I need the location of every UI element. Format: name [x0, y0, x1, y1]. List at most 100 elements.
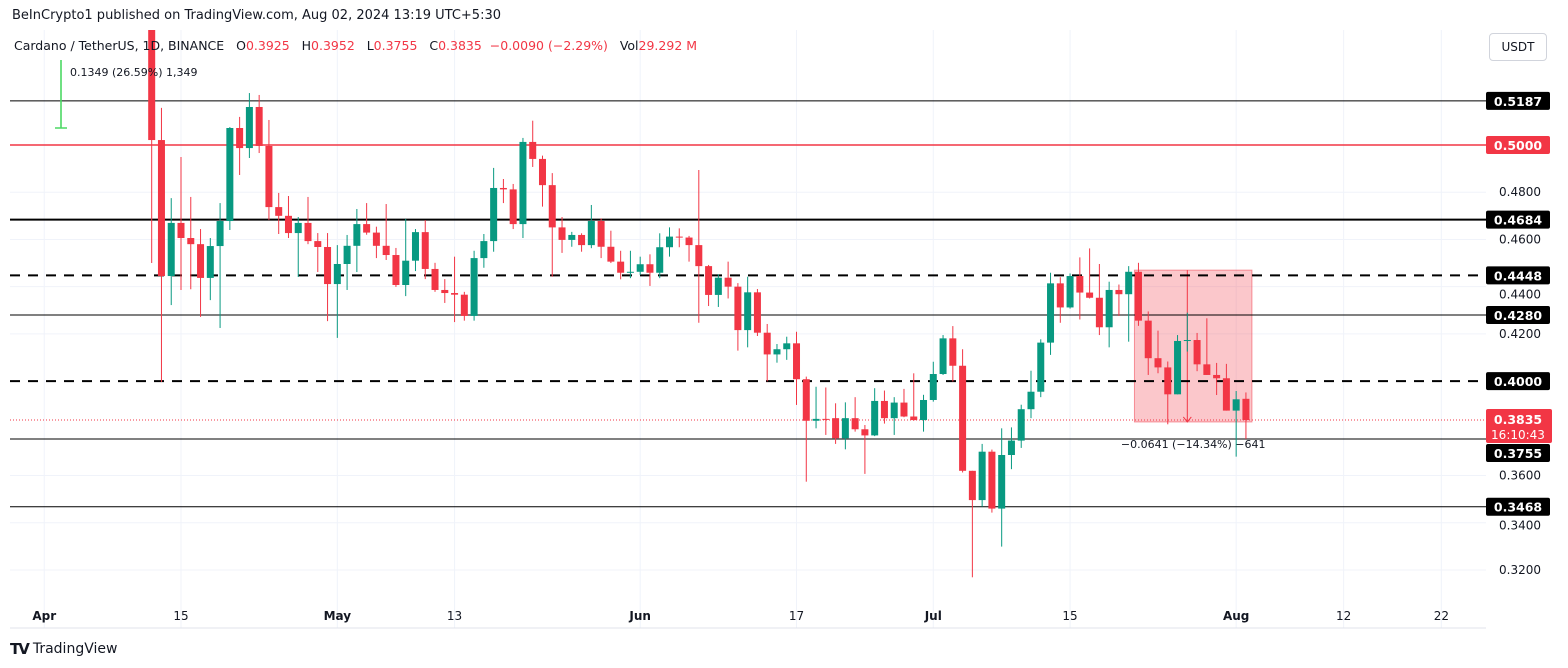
candle-body	[910, 416, 918, 421]
candle-body	[1222, 378, 1230, 411]
candle-2024-07-07	[988, 449, 996, 513]
candle-2024-05-29	[607, 230, 615, 264]
high-label: H	[301, 38, 312, 53]
candle-2024-06-21	[832, 403, 840, 444]
candle-2024-07-13	[1047, 272, 1055, 355]
candle-2024-04-16	[187, 196, 195, 290]
candle-2024-06-17	[793, 331, 801, 405]
candle-body	[578, 234, 586, 246]
candle-body	[490, 187, 498, 242]
candle-body	[968, 470, 976, 501]
candle-2024-04-24	[265, 119, 273, 221]
candle-2024-05-15	[470, 250, 478, 321]
candle-body	[275, 207, 283, 216]
candle-2024-04-15	[177, 157, 185, 290]
candle-body	[959, 365, 967, 471]
price-tick-label: 0.4600	[1499, 232, 1541, 246]
candle-2024-06-27	[890, 397, 898, 435]
candle-body	[236, 128, 244, 149]
time-tick-label: 15	[1062, 609, 1077, 623]
price-tick-label: 0.4800	[1499, 185, 1541, 199]
candle-body	[372, 232, 380, 246]
candle-body	[939, 338, 947, 375]
candle-2024-07-02	[939, 335, 947, 375]
candle-body	[871, 400, 879, 436]
level-price-label: 0.3755	[1494, 446, 1542, 461]
candle-body	[812, 418, 820, 421]
candle-2024-07-26	[1174, 335, 1182, 395]
price-tick-label: 0.3600	[1499, 469, 1541, 483]
candle-2024-06-30	[920, 394, 928, 432]
open-value: 0.3925	[245, 38, 290, 53]
price-range-box	[1133, 269, 1253, 423]
candle-2024-07-15	[1066, 273, 1074, 309]
candle-body	[626, 271, 634, 273]
candles	[148, 30, 1250, 578]
time-tick-label: 22	[1434, 609, 1449, 623]
candle-body	[294, 222, 302, 234]
candle-body	[1027, 391, 1035, 410]
candle-2024-06-01	[636, 256, 644, 275]
tradingview-brand[interactable]: TV TradingView	[10, 640, 117, 658]
candle-body	[499, 187, 507, 190]
candle-body	[646, 264, 654, 273]
candle-body	[167, 222, 175, 277]
time-tick-label: 17	[789, 609, 804, 623]
candle-2024-04-21	[236, 116, 244, 175]
last-price-label: 0.3835	[1494, 412, 1542, 427]
time-tick-label: Aug	[1223, 609, 1249, 623]
level-price-badge	[1486, 305, 1550, 324]
level-price-badge	[1486, 91, 1550, 110]
candle-2024-07-05	[968, 470, 976, 578]
candle-2024-05-06	[382, 204, 390, 260]
candle-body	[1174, 340, 1182, 395]
candle-body	[548, 185, 556, 228]
candle-2024-06-09	[714, 274, 722, 307]
close-label: C	[429, 38, 439, 53]
level-price-badge	[1486, 372, 1550, 391]
candle-2024-05-12	[441, 279, 449, 303]
candle-2024-04-14	[167, 198, 175, 306]
candle-2024-05-24	[558, 217, 566, 253]
candle-body	[685, 237, 693, 246]
candle-2024-07-16	[1076, 257, 1084, 320]
symbol-legend: Cardano / TetherUS, 1D, BINANCE O0.3925 …	[14, 38, 697, 53]
candle-body	[216, 221, 224, 247]
candle-body	[470, 258, 478, 316]
candle-2024-04-22	[245, 93, 253, 158]
candle-2024-08-01	[1232, 391, 1240, 457]
candle-body	[1105, 289, 1113, 328]
volume-value: 29.292 M	[638, 38, 698, 53]
candle-2024-05-19	[509, 183, 517, 230]
candle-2024-06-04	[666, 227, 673, 257]
symbol-title[interactable]: Cardano / TetherUS, 1D, BINANCE	[14, 38, 225, 53]
candle-2024-06-11	[734, 283, 742, 351]
candle-2024-06-07	[695, 170, 703, 323]
candle-body	[714, 277, 722, 295]
candle-2024-05-26	[578, 233, 586, 252]
price-axis[interactable]: 0.4800 0.4600 0.4400 0.4200 0.3600 0.3400 0.32…	[1499, 185, 1541, 577]
candle-2024-06-12	[744, 276, 752, 348]
candle-body	[314, 241, 322, 247]
candle-2024-07-01	[929, 361, 937, 402]
candle-body	[1007, 440, 1015, 455]
candle-body	[763, 332, 771, 355]
candle-body	[607, 246, 615, 262]
open-label: O	[236, 38, 246, 53]
candle-body	[1232, 399, 1240, 411]
time-tick-label: Jul	[924, 609, 942, 623]
price-tick-label: 0.4200	[1499, 327, 1541, 341]
candle-2024-05-01	[333, 245, 341, 338]
candle-body	[1164, 367, 1172, 395]
candle-body	[636, 264, 644, 272]
candle-body	[1242, 398, 1250, 421]
candle-2024-07-04	[959, 349, 967, 473]
candle-2024-05-28	[597, 218, 605, 259]
time-axis[interactable]: Apr 15 May 13 Jun 17 Jul 15 Aug 12 22	[32, 609, 1449, 623]
candle-2024-07-20	[1115, 284, 1123, 316]
currency-button[interactable]: USDT	[1489, 33, 1547, 61]
candle-2024-07-12	[1037, 339, 1045, 398]
candle-body	[1017, 409, 1025, 441]
bar-countdown-label: 16:10:43	[1491, 428, 1545, 442]
